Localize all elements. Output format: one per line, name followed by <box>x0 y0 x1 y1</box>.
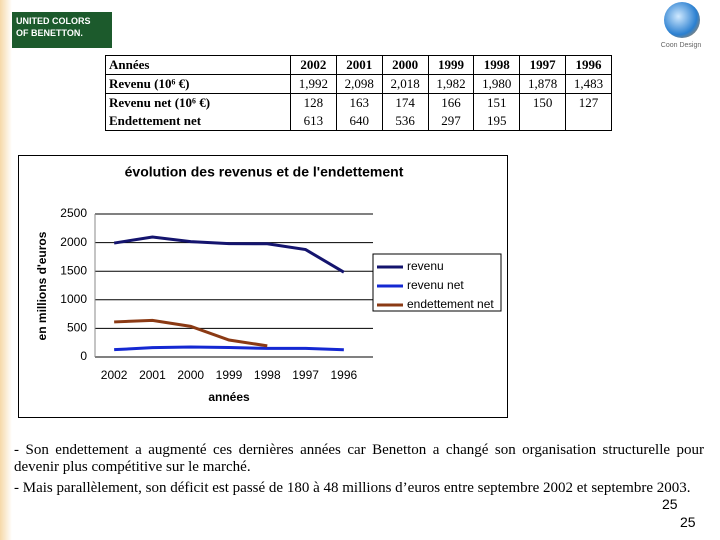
table-cell: 536 <box>381 112 429 131</box>
table-cell: 2,098 <box>335 74 383 94</box>
table-row: Revenu (10⁶ €) 1,992 2,098 2,018 1,982 1,980 1… <box>105 74 612 94</box>
x-tick-label: 1999 <box>216 368 243 382</box>
table-cell: 174 <box>381 93 429 112</box>
logo-line: UNITED COLORS <box>16 16 91 26</box>
table-cell: 150 <box>519 93 567 112</box>
series-line <box>114 318 268 348</box>
table-cell: 1,878 <box>519 74 567 94</box>
table-cell: Revenu net (10⁶ €) <box>105 93 291 112</box>
page-number: 25 <box>680 514 696 530</box>
table-cell: Endettement net <box>105 112 291 131</box>
y-tick-label: 2000 <box>60 235 87 249</box>
y-tick-label: 0 <box>80 349 87 363</box>
table-cell: 163 <box>335 93 383 112</box>
table-cell: 1,992 <box>290 74 337 94</box>
table-cell: 1999 <box>427 55 475 75</box>
table-cell: 166 <box>427 93 475 112</box>
y-tick-label: 1000 <box>60 292 87 306</box>
legend-label: endettement net <box>407 297 494 311</box>
table-cell: 151 <box>473 93 521 112</box>
table-cell: 195 <box>473 112 521 131</box>
logo-line: OF BENETTON. <box>16 28 83 38</box>
paragraph: - Son endettement a augmenté ces dernièr… <box>14 442 704 475</box>
table-cell: 2000 <box>381 55 429 75</box>
table-cell: 1997 <box>519 55 567 75</box>
table-cell: 128 <box>290 93 337 112</box>
table-cell: 2002 <box>290 55 337 75</box>
table-cell: 297 <box>427 112 475 131</box>
x-axis-label: années <box>208 390 250 404</box>
table-cell <box>519 112 567 131</box>
chart: évolution des revenus et de l'endettemen… <box>18 155 508 418</box>
table-cell: 1,980 <box>473 74 521 94</box>
table-cell: Années <box>105 55 291 75</box>
legend-label: revenu <box>407 259 444 273</box>
series-line <box>113 235 345 274</box>
x-tick-label: 1997 <box>292 368 319 382</box>
series-line <box>114 345 344 352</box>
legend-label: revenu net <box>407 278 464 292</box>
table-row: Endettement net 613 640 536 297 195 <box>105 112 612 131</box>
table-cell: 2001 <box>335 55 383 75</box>
table-cell: 1,483 <box>565 74 612 94</box>
x-tick-label: 1996 <box>331 368 358 382</box>
x-tick-label: 1998 <box>254 368 281 382</box>
table-cell: 1,982 <box>427 74 475 94</box>
y-axis-label: en millions d'euros <box>35 231 49 340</box>
table-cell: 2,018 <box>381 74 429 94</box>
y-tick-label: 2500 <box>60 206 87 220</box>
brand-icon <box>664 2 700 38</box>
paragraph: - Mais parallèlement, son déficit est pa… <box>14 480 691 496</box>
table-row: Revenu net (10⁶ €) 128 163 174 166 151 150 127 <box>105 93 612 112</box>
table-cell: 127 <box>565 93 612 112</box>
edge-decoration <box>0 0 12 540</box>
x-tick-label: 2001 <box>139 368 166 382</box>
y-tick-label: 500 <box>67 321 87 335</box>
table-cell: 1998 <box>473 55 521 75</box>
table-cell: 613 <box>290 112 337 131</box>
data-table: Années 2002 2001 2000 1999 1998 1997 1996 Revenu… <box>105 55 612 131</box>
table-cell <box>565 112 612 131</box>
y-tick-label: 1500 <box>60 263 87 277</box>
table-row: Années 2002 2001 2000 1999 1998 1997 1996 <box>105 55 612 75</box>
x-tick-label: 2002 <box>101 368 128 382</box>
legend-box <box>372 253 502 312</box>
chart-title: évolution des revenus et de l'endettemen… <box>125 164 404 180</box>
table-cell: 1996 <box>565 55 612 75</box>
table-cell: 640 <box>335 112 383 131</box>
page-number: 25 <box>662 496 678 512</box>
logo: UNITED COLORS OF BENETTON. <box>12 12 112 48</box>
brand-name: Coon Design <box>660 42 702 49</box>
x-tick-label: 2000 <box>177 368 204 382</box>
table-cell: Revenu (10⁶ €) <box>105 74 291 94</box>
